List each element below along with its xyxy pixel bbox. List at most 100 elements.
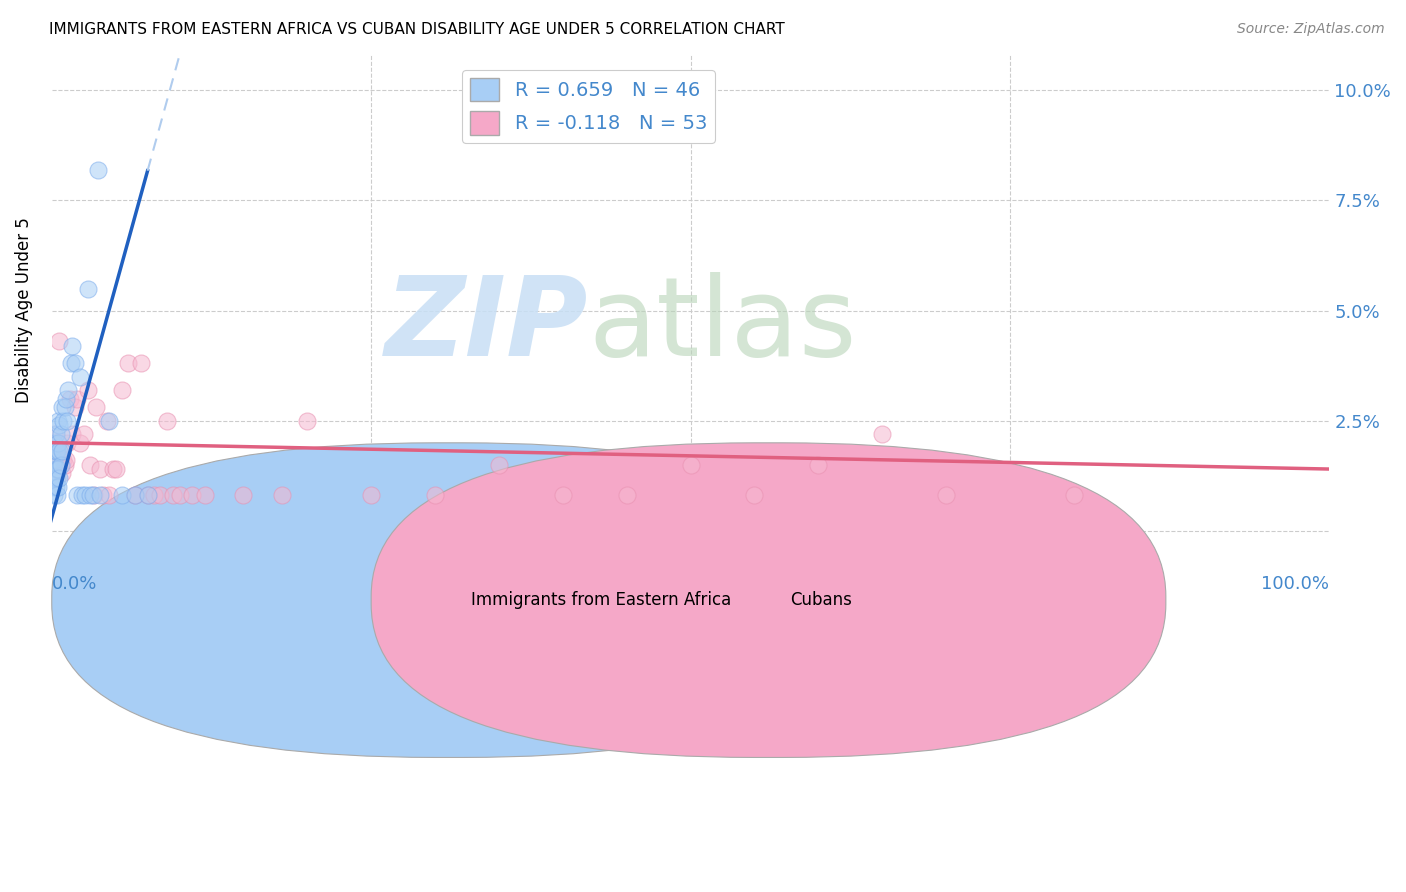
Point: [124, 488, 146, 502]
Text: 100.0%: 100.0%: [1261, 575, 1330, 593]
Point: [45, 462, 67, 476]
Text: Cubans: Cubans: [790, 591, 852, 609]
Point: [270, 488, 292, 502]
Point: [48, 334, 70, 349]
Point: [53, 401, 76, 415]
Point: [181, 488, 204, 502]
Point: [72, 488, 94, 502]
Text: ZIP: ZIP: [385, 272, 588, 379]
Point: [98, 488, 121, 502]
Text: IMMIGRANTS FROM EASTERN AFRICA VS CUBAN DISABILITY AGE UNDER 5 CORRELATION CHART: IMMIGRANTS FROM EASTERN AFRICA VS CUBAN …: [49, 22, 785, 37]
Point: [136, 488, 159, 502]
Point: [44, 453, 66, 467]
Point: [297, 414, 319, 428]
Point: [149, 488, 172, 502]
Text: Source: ZipAtlas.com: Source: ZipAtlas.com: [1237, 22, 1385, 37]
Point: [60, 426, 83, 441]
Point: [111, 383, 134, 397]
Point: [679, 458, 702, 472]
Point: [66, 488, 89, 502]
Point: [76, 281, 98, 295]
Point: [55, 392, 77, 406]
Point: [91, 488, 114, 502]
Point: [55, 453, 77, 467]
Point: [45, 480, 67, 494]
Point: [46, 458, 69, 472]
Point: [53, 458, 76, 472]
Point: [48, 444, 70, 458]
Point: [45, 444, 67, 458]
Point: [44, 488, 66, 502]
FancyBboxPatch shape: [52, 442, 846, 757]
Point: [162, 488, 184, 502]
Point: [551, 488, 574, 502]
Point: [45, 444, 67, 458]
Point: [42, 480, 65, 494]
Point: [52, 453, 75, 467]
Point: [1063, 488, 1085, 502]
Point: [76, 383, 98, 397]
Point: [44, 435, 66, 450]
Point: [488, 458, 510, 472]
Point: [86, 401, 108, 415]
Point: [360, 488, 382, 502]
Point: [44, 471, 66, 485]
Point: [129, 356, 152, 370]
Point: [51, 467, 73, 481]
Point: [194, 488, 217, 502]
Point: [46, 435, 69, 450]
Point: [111, 488, 134, 502]
Point: [48, 417, 70, 432]
Point: [45, 471, 67, 485]
Legend: R = 0.659   N = 46, R = -0.118   N = 53: R = 0.659 N = 46, R = -0.118 N = 53: [463, 70, 714, 143]
Point: [807, 458, 830, 472]
Point: [87, 162, 110, 177]
Point: [117, 356, 139, 370]
Y-axis label: Disability Age Under 5: Disability Age Under 5: [15, 218, 32, 403]
Point: [89, 462, 111, 476]
Point: [46, 480, 69, 494]
Point: [42, 458, 65, 472]
Point: [935, 488, 957, 502]
Point: [46, 414, 69, 428]
Point: [83, 488, 105, 502]
Point: [42, 471, 65, 485]
Point: [66, 392, 89, 406]
Point: [69, 369, 91, 384]
Point: [89, 488, 111, 502]
Point: [104, 462, 127, 476]
Point: [870, 426, 893, 441]
Point: [79, 458, 101, 472]
Point: [63, 356, 86, 370]
Point: [46, 462, 69, 476]
Point: [156, 414, 179, 428]
Point: [49, 426, 72, 441]
Point: [60, 339, 83, 353]
Point: [73, 488, 96, 502]
Point: [63, 401, 86, 415]
Point: [73, 426, 96, 441]
Point: [136, 488, 159, 502]
Point: [58, 383, 80, 397]
Point: [59, 392, 82, 406]
Point: [44, 426, 66, 441]
Point: [82, 488, 104, 502]
Text: 0.0%: 0.0%: [52, 575, 97, 593]
Point: [124, 488, 146, 502]
Point: [49, 444, 72, 458]
Point: [51, 444, 73, 458]
Point: [49, 458, 72, 472]
Point: [45, 435, 67, 450]
Point: [744, 488, 766, 502]
Text: atlas: atlas: [588, 272, 856, 379]
Point: [169, 488, 191, 502]
Point: [45, 444, 67, 458]
Point: [98, 414, 121, 428]
Point: [56, 435, 79, 450]
Text: Immigrants from Eastern Africa: Immigrants from Eastern Africa: [471, 591, 731, 609]
Point: [45, 426, 67, 441]
Point: [143, 488, 166, 502]
Point: [616, 488, 638, 502]
Point: [69, 435, 91, 450]
Point: [48, 471, 70, 485]
